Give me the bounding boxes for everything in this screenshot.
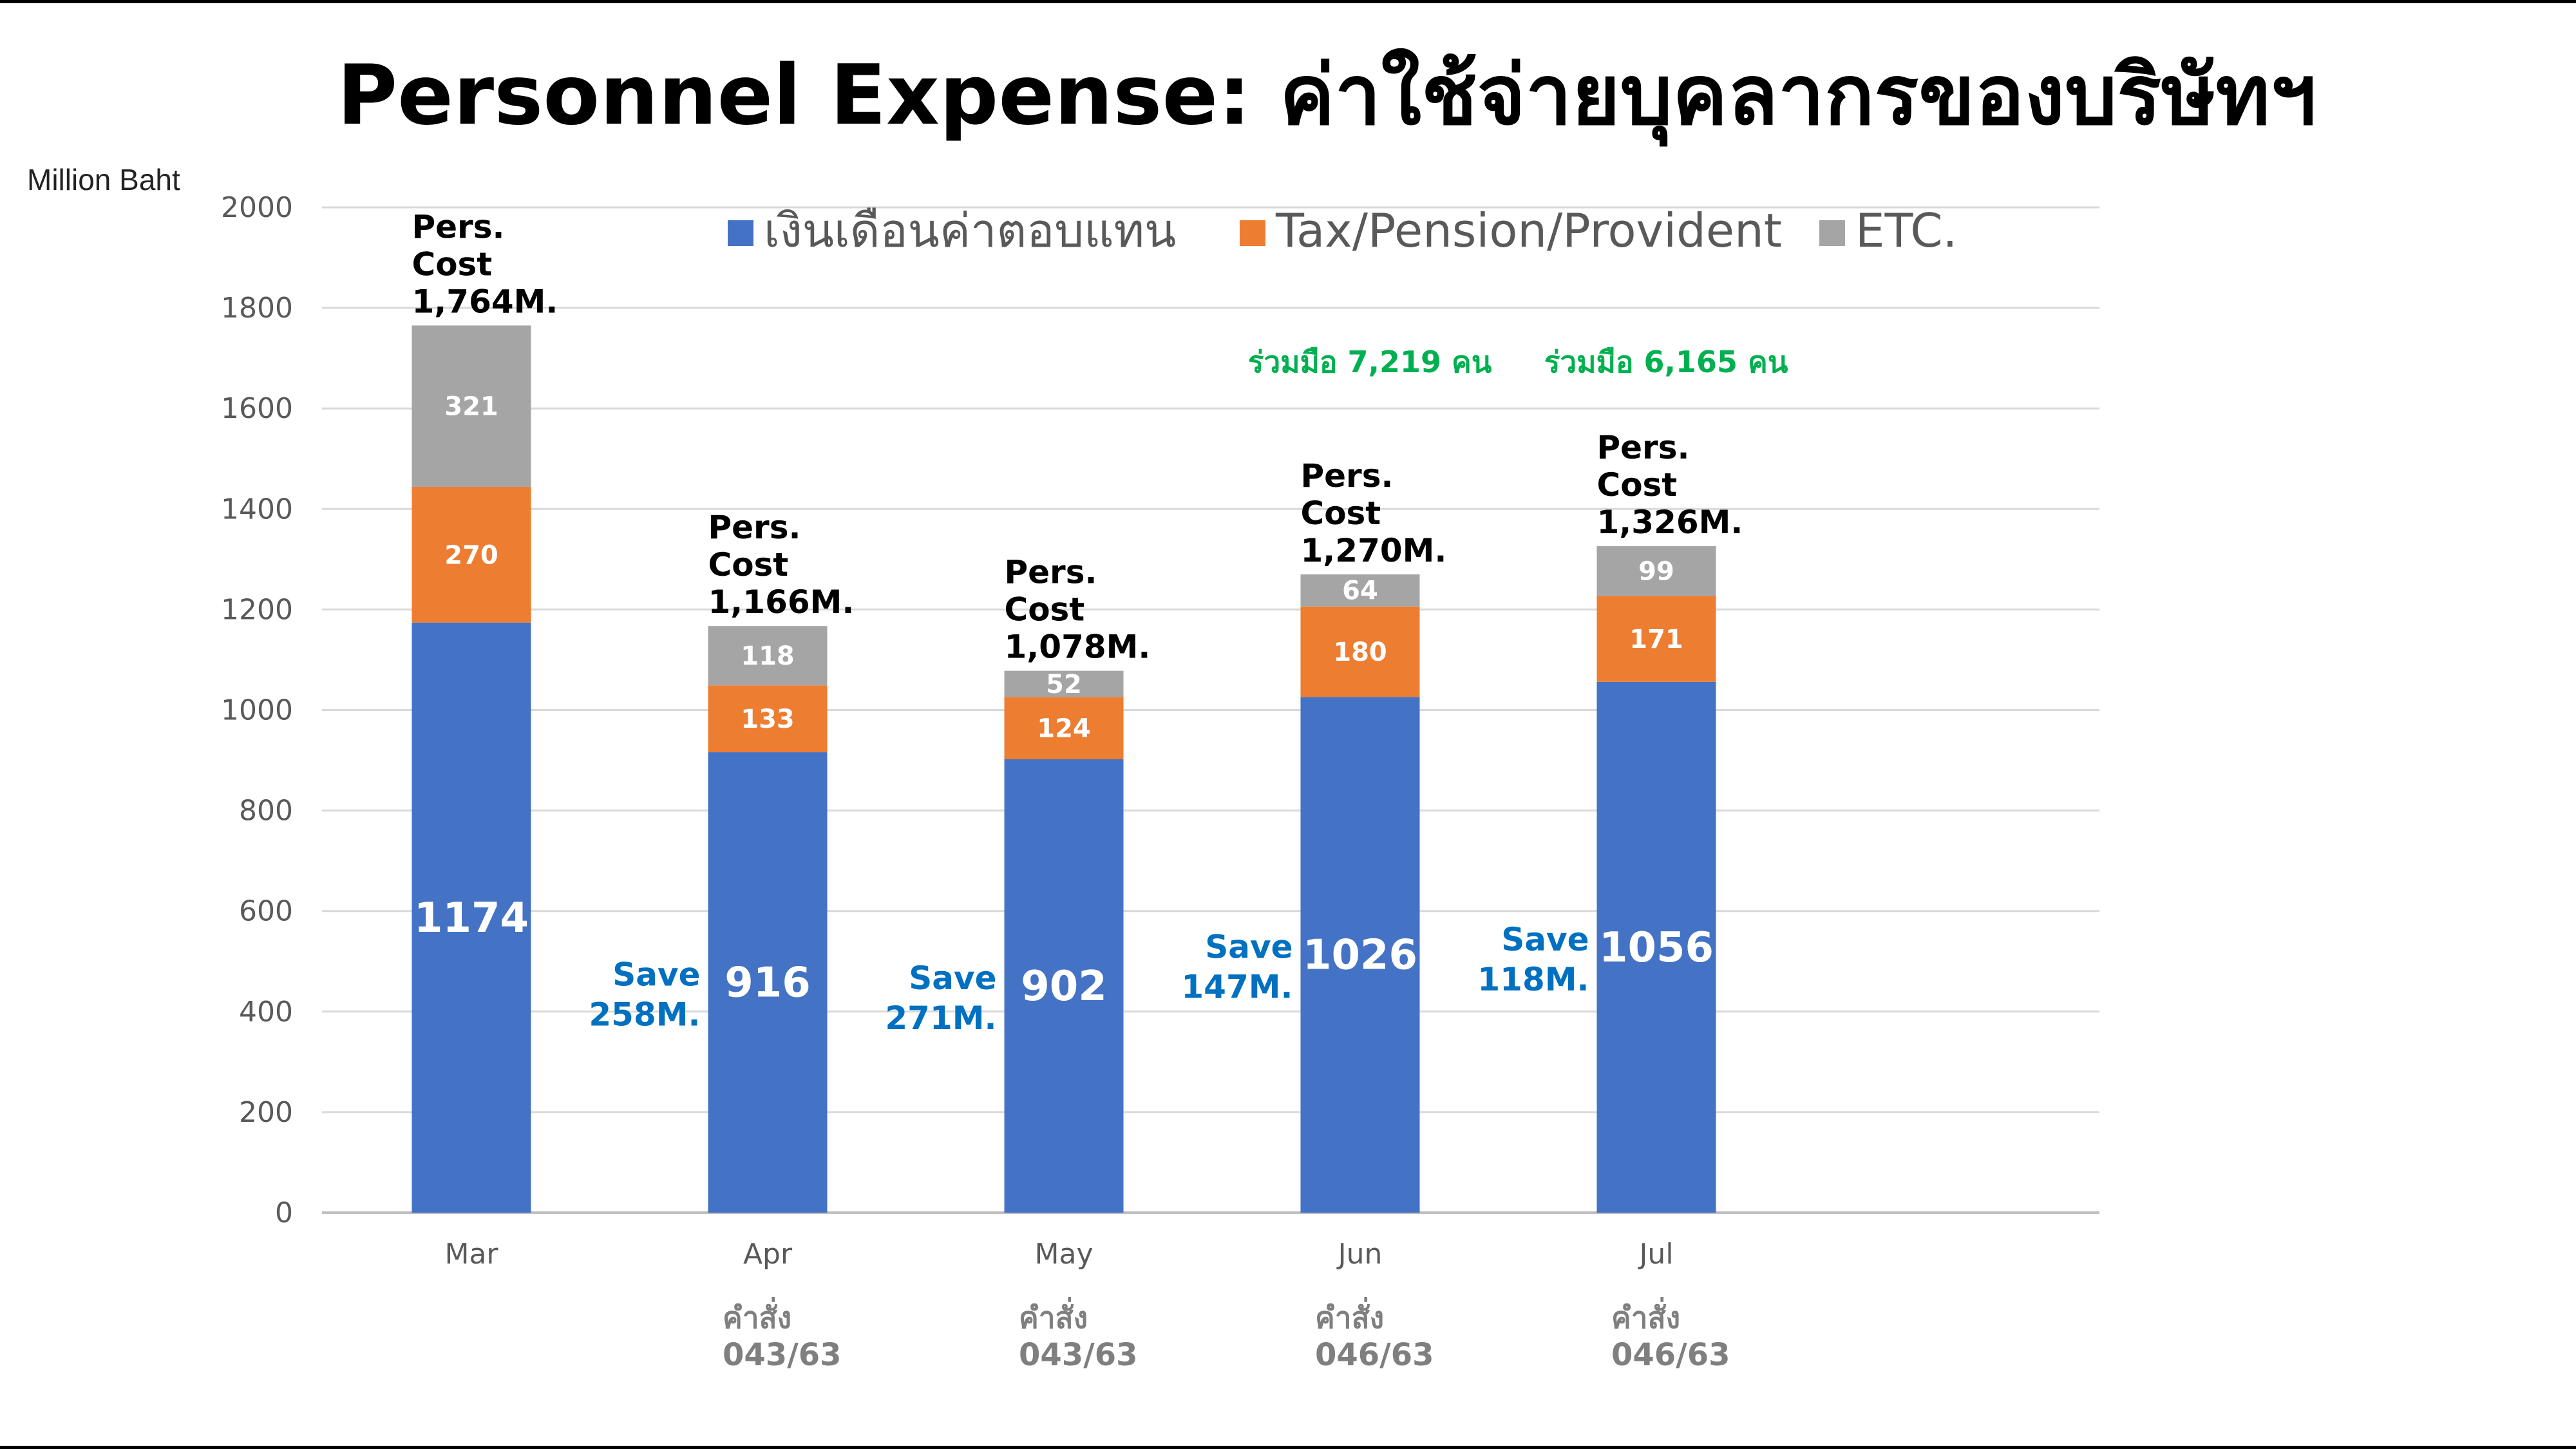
bar-segment [708,626,828,686]
total-label: Cost [1005,591,1085,629]
x-tick-label: Apr [743,1238,793,1271]
total-label: Pers. [1301,457,1394,495]
bar-segment [1300,574,1420,607]
bar-segment [1300,697,1420,1213]
legend: เงินเดือนค่าตอบแทน Tax/Pension/Provident E… [728,204,1957,258]
bar-segment [412,622,531,1213]
y-axis-label: Million Baht [27,163,180,196]
y-tick-label: 200 [239,1096,293,1129]
total-label: Cost [412,245,493,283]
y-tick-label: 2000 [221,191,293,224]
y-tick-label: 400 [239,996,293,1028]
bar-value-label: 118 [741,641,795,671]
total-label: Pers. [708,509,801,546]
save-label: Save [1205,929,1293,966]
save-label: Save [909,960,996,997]
bar-value-label: 1026 [1303,932,1417,980]
y-tick-label: 800 [239,795,293,828]
legend-label: เงินเดือนค่าตอบแทน [764,204,1176,258]
cooperation-annotation: ร่วมมือ 7,219 คน [1248,345,1492,379]
total-label: Pers. [1005,554,1097,591]
order-label: คำสั่ง [1019,1297,1088,1335]
save-label: Save [1501,921,1589,958]
bar-segment [1004,670,1124,697]
bar-segment [1596,681,1716,1213]
save-label: 118M. [1477,961,1589,998]
x-tick-label: May [1035,1238,1094,1271]
bar-value-label: 171 [1629,625,1683,654]
save-label: 147M. [1181,969,1293,1006]
chart-title: Personnel Expense: ค่าใช้จ่ายบุคลากรของบ… [337,48,2316,147]
total-label: 1,764M. [412,283,558,320]
bar-value-label: 124 [1037,714,1091,744]
top-rule [0,0,2576,3]
bar-segment [412,325,531,487]
bar-value-label: 321 [444,392,498,422]
legend-label: ETC. [1855,204,1957,258]
total-label: 1,270M. [1301,532,1447,569]
order-label: คำสั่ง [723,1297,791,1335]
total-label: Cost [708,546,789,583]
total-label: Pers. [1597,429,1690,466]
legend-swatch [1819,220,1845,246]
bar-labels: 1174270321Pers.Cost1,764M.916133118Pers.… [412,208,1743,1037]
bar-value-label: 64 [1342,576,1378,606]
bar-value-label: 1174 [414,895,529,942]
bar-segment [412,486,531,623]
bar-value-label: 52 [1046,670,1082,699]
bottom-rule [0,1446,2576,1449]
legend-swatch [1240,220,1265,246]
save-label: Save [612,956,700,994]
x-tick-label: Jun [1336,1238,1383,1271]
x-tick-label: Jul [1637,1238,1673,1271]
bar-segment [1004,759,1124,1213]
order-number: 043/63 [723,1337,842,1373]
x-axis: Mar Aprคำสั่ง043/63Mayคำสั่ง043/63Junคำสั… [444,1238,1730,1373]
total-label: Pers. [412,208,505,245]
bar-value-label: 180 [1333,638,1387,667]
bar-value-label: 1056 [1599,924,1714,972]
y-tick-label: 600 [239,895,293,928]
y-tick-label: 1800 [221,292,293,325]
y-tick-label: 1400 [221,493,293,526]
total-label: 1,166M. [708,583,855,621]
order-label: คำสั่ง [1315,1297,1384,1335]
gridlines [322,206,2099,1214]
save-label: 258M. [589,996,700,1034]
legend-swatch [728,220,753,246]
bar-segment [1596,596,1716,682]
bar-value-label: 270 [444,540,498,570]
y-tick-label: 1200 [221,593,293,626]
order-number: 046/63 [1315,1337,1434,1373]
total-label: 1,326M. [1597,504,1743,541]
y-axis-ticks: 0 200 400 600 800 1000 1200 1400 1600 1800 2000 [221,191,293,1229]
bar-value-label: 916 [724,960,811,1007]
bar-segment [708,752,828,1213]
bar-segment [1004,697,1124,759]
order-number: 043/63 [1019,1337,1138,1373]
bar-value-label: 902 [1021,963,1107,1010]
annotations: ร่วมมือ 7,219 คน ร่วมมือ 6,165 คน [1248,345,1788,379]
bar-segment [1300,606,1420,697]
total-label: Cost [1301,495,1381,532]
y-tick-label: 1000 [221,694,293,727]
legend-label: Tax/Pension/Provident [1275,204,1782,258]
x-tick-label: Mar [444,1238,498,1271]
total-label: Cost [1597,466,1678,504]
order-label: คำสั่ง [1611,1297,1680,1335]
bar-value-label: 99 [1638,557,1674,587]
save-label: 271M. [885,999,996,1037]
order-number: 046/63 [1611,1337,1730,1373]
cooperation-annotation: ร่วมมือ 6,165 คน [1544,345,1788,379]
y-tick-label: 1600 [221,392,293,425]
bar-value-label: 133 [741,705,795,734]
bar-segment [708,685,828,753]
bars [412,325,1716,1213]
total-label: 1,078M. [1005,629,1151,666]
y-tick-label: 0 [275,1197,293,1229]
bar-segment [1596,546,1716,596]
